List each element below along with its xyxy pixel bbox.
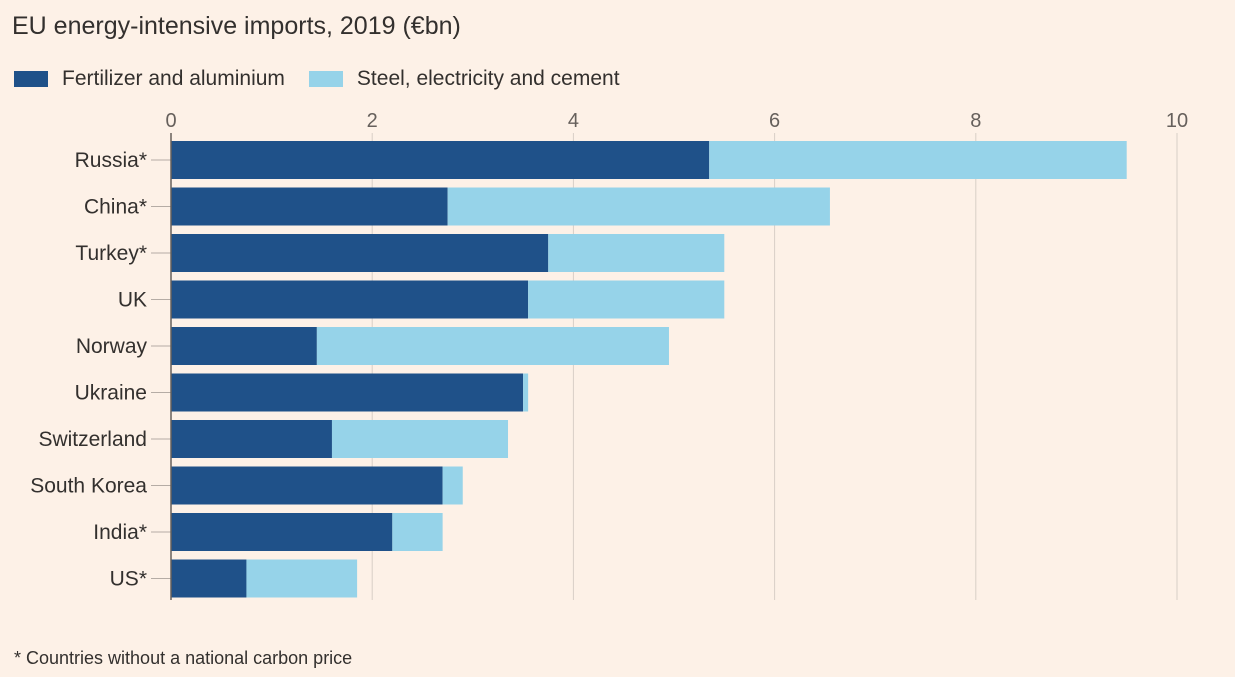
x-tick-label: 2 [367, 110, 378, 132]
category-label: Norway [76, 335, 148, 358]
x-tick-label: 4 [568, 110, 579, 132]
legend-label-fertilizer: Fertilizer and aluminium [62, 67, 285, 90]
bar-segment-fertilizer [171, 466, 443, 505]
category-label: Switzerland [38, 428, 147, 451]
bar-segment-steel [709, 141, 1127, 179]
bar-segment-fertilizer [171, 559, 247, 598]
bar-segment-steel [528, 280, 725, 319]
bar-segment-fertilizer [171, 373, 524, 412]
x-tick-label: 10 [1166, 110, 1188, 132]
legend-swatch-steel [308, 71, 343, 87]
chart-title: EU energy-intensive imports, 2019 (€bn) [12, 12, 461, 40]
bar-segment-steel [523, 373, 529, 412]
footnote: * Countries without a national carbon pr… [14, 648, 353, 668]
category-label: US* [110, 568, 147, 591]
category-label: India* [93, 521, 147, 544]
legend-item-fertilizer: Fertilizer and aluminium [14, 67, 285, 91]
legend: Fertilizer and aluminium Steel, electric… [14, 67, 644, 91]
legend-item-steel: Steel, electricity and cement [308, 67, 620, 91]
bar-segment-steel [331, 420, 509, 458]
category-label: UK [118, 289, 147, 312]
bar-segment-fertilizer [171, 234, 549, 272]
bar-segment-steel [548, 234, 725, 272]
category-label: Ukraine [75, 382, 147, 405]
x-tick-label: 0 [165, 110, 176, 132]
legend-swatch-fertilizer [14, 71, 48, 87]
bar-segment-fertilizer [171, 187, 448, 226]
legend-label-steel: Steel, electricity and cement [356, 67, 620, 90]
bar-segment-fertilizer [171, 280, 529, 319]
bar-segment-steel [392, 513, 443, 551]
bar-segment-steel [447, 187, 830, 226]
x-tick-label: 8 [970, 110, 981, 132]
x-tick-label: 6 [769, 110, 780, 132]
category-label: Russia* [75, 149, 147, 172]
bar-segment-fertilizer [171, 141, 710, 179]
category-label: Turkey* [75, 242, 147, 265]
bar-segment-steel [442, 466, 463, 505]
bar-segment-fertilizer [171, 420, 332, 458]
category-label: South Korea [30, 475, 147, 498]
bar-segment-fertilizer [171, 327, 317, 365]
bar-segment-fertilizer [171, 513, 393, 551]
category-label: China* [84, 196, 147, 219]
bar-segment-steel [316, 327, 669, 365]
bar-segment-steel [246, 559, 358, 598]
